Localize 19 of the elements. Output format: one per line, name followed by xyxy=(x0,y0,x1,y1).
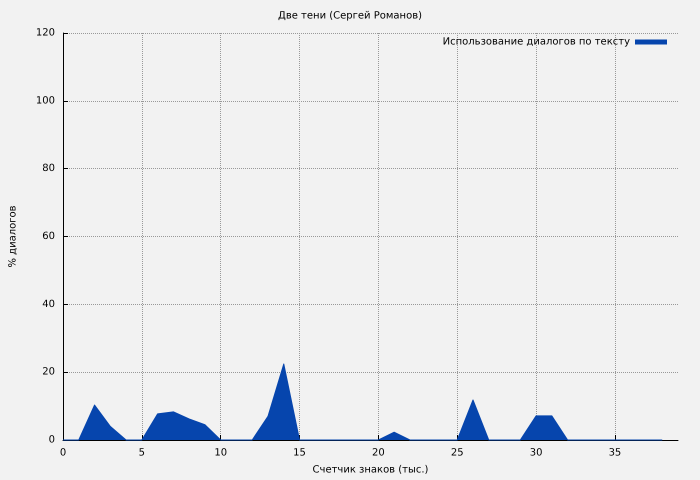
x-axis-title: Счетчик знаков (тыс.) xyxy=(312,464,429,476)
chart-title: Две тени (Сергей Романов) xyxy=(278,10,422,22)
x-tick-label: 20 xyxy=(372,448,385,458)
y-tick-label: 40 xyxy=(42,298,55,310)
x-tick-label: 10 xyxy=(214,448,228,458)
x-tick-label: 35 xyxy=(608,448,622,458)
x-tick-label: 0 xyxy=(60,448,66,458)
x-tick-label: 30 xyxy=(530,448,542,458)
y-tick-label: 60 xyxy=(42,231,55,242)
x-tick-label: 25 xyxy=(450,448,464,458)
y-tick-label: 0 xyxy=(48,434,55,446)
y-tick-label: 120 xyxy=(36,28,55,38)
y-tick-label: 20 xyxy=(42,366,55,378)
legend-label: Использование диалогов по тексту xyxy=(442,36,630,48)
x-tick-label: 5 xyxy=(138,448,146,458)
y-axis-title: % диалогов xyxy=(8,205,18,268)
x-tick-label: 15 xyxy=(293,448,306,458)
y-tick-label: 80 xyxy=(42,163,55,174)
y-tick-label: 100 xyxy=(36,95,55,106)
